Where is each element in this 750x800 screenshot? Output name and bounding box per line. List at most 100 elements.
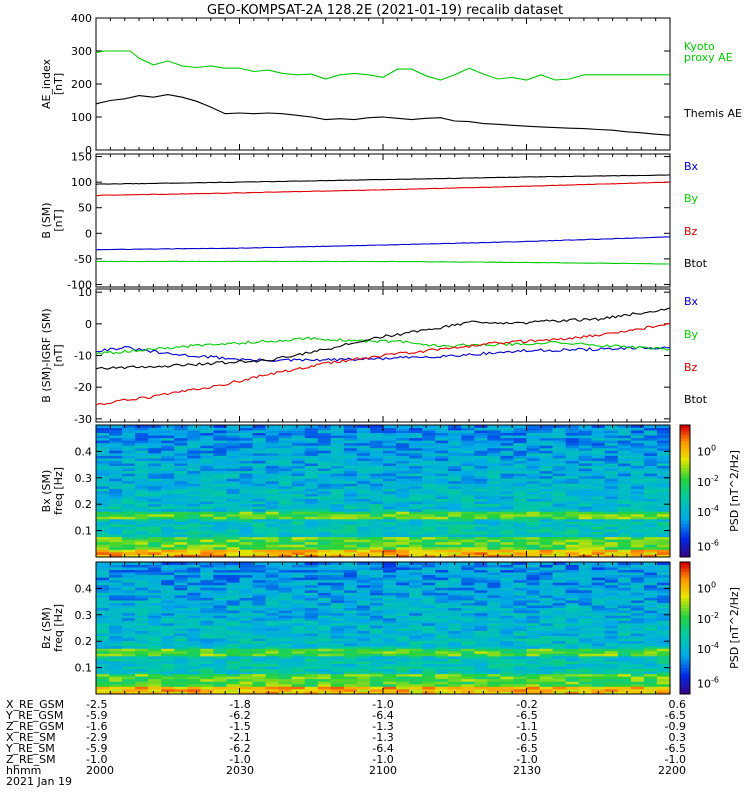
spectrogram-cell [96, 653, 110, 657]
spectrogram-cell [174, 468, 188, 472]
spectrogram-cell [213, 435, 227, 439]
spectrogram-cell [383, 650, 397, 654]
spectrogram-cell [226, 625, 240, 629]
spectrogram-cell [630, 653, 645, 657]
spectrogram-cell [369, 455, 384, 459]
spectrogram-cell [304, 572, 319, 576]
spectrogram-cell [552, 587, 567, 591]
spectrogram-cell [435, 638, 449, 642]
spectrogram-cell [174, 592, 188, 596]
spectrogram-cell [656, 506, 671, 510]
spectrogram-cell [383, 595, 397, 598]
spectrogram-cell [174, 688, 188, 692]
spectrogram-cell [526, 635, 540, 639]
spectrogram-cell [500, 425, 514, 428]
spectrogram-cell [396, 541, 410, 545]
spectrogram-cell [330, 633, 345, 637]
spectrogram-cell [409, 536, 423, 540]
spectrogram-cell [617, 496, 632, 500]
spectrogram-cell [122, 630, 136, 634]
spectrogram-cell [265, 622, 280, 626]
spectrogram-cell [448, 678, 462, 682]
spectrogram-cell [591, 498, 606, 502]
spectrogram-cell [278, 529, 293, 533]
spectrogram-cell [474, 617, 488, 621]
spectrogram-cell [409, 521, 423, 525]
spectrogram-cell [643, 455, 658, 459]
spectrogram-cell [330, 572, 345, 576]
spectrogram-cell [122, 501, 136, 505]
spectrogram-cell [630, 617, 645, 621]
spectrogram-cell [552, 622, 567, 626]
spectrogram-cell [526, 564, 540, 568]
spectrogram-cell [343, 501, 358, 505]
spectrogram-cell [591, 678, 606, 682]
spectrogram-cell [513, 546, 527, 550]
spectrogram-cell [487, 610, 501, 614]
spectrogram-cell [643, 539, 658, 543]
legend-bx: Bx [684, 160, 699, 173]
spectrogram-cell [643, 648, 658, 652]
spectrogram-cell [513, 681, 527, 685]
spectrogram-cell [304, 620, 319, 624]
spectrogram-cell [161, 655, 175, 659]
spectrogram-cell [330, 638, 345, 642]
spectrogram-cell [252, 483, 266, 487]
spectrogram-cell [617, 584, 632, 588]
spectrogram-cell [526, 498, 540, 502]
spectrogram-cell [643, 688, 658, 692]
spectrogram-cell [474, 513, 488, 517]
spectrogram-cell [565, 577, 580, 581]
spectrogram-cell [500, 681, 514, 685]
spectrogram-cell [487, 620, 501, 624]
spectrogram-cell [409, 564, 423, 568]
spectrogram-cell [513, 564, 527, 568]
spectrogram-cell [148, 455, 162, 459]
spectrogram-cell [148, 470, 162, 474]
spectrogram-cell [122, 458, 136, 461]
spectrogram-cell [226, 460, 240, 464]
spectrogram-cell [487, 572, 501, 576]
spectrogram-cell [135, 587, 149, 591]
spectrogram-cell [539, 643, 553, 647]
spectrogram-cell [552, 589, 567, 593]
spectrogram-cell [487, 473, 501, 477]
spectrogram-cell [526, 534, 540, 538]
spectrogram-cell [96, 518, 110, 522]
spectrogram-cell [200, 491, 214, 494]
spectrogram-cell [135, 541, 149, 545]
spectrogram-cell [617, 655, 632, 659]
spectrogram-cell [369, 458, 384, 461]
colorbar-tick-label: 100 [697, 443, 716, 458]
spectrogram-cell [369, 688, 384, 692]
spectrogram-cell [552, 430, 567, 434]
spectrogram-cell [187, 531, 201, 535]
spectrogram-cell [513, 686, 527, 690]
spectrogram-cell [161, 661, 175, 664]
spectrogram-cell [487, 546, 501, 550]
spectrogram-cell [135, 521, 149, 525]
spectrogram-cell [552, 691, 567, 695]
spectrogram-cell [448, 605, 462, 609]
spectrogram-cell [474, 653, 488, 657]
spectrogram-cell [591, 635, 606, 639]
spectrogram-cell [356, 503, 371, 507]
spectrogram-cell [109, 630, 123, 634]
spectrogram-cell [330, 683, 345, 687]
spectrogram-cell [96, 572, 110, 576]
panel2-y-label: B (SM)-IGRF (SM) [40, 308, 53, 402]
spectrogram-cell [448, 536, 462, 540]
spectrogram-cell [330, 592, 345, 596]
spectrogram-cell [578, 513, 593, 517]
spectrogram-cell [343, 455, 358, 459]
spectrogram-cell [161, 587, 175, 591]
spectrogram-cell [291, 612, 306, 616]
spectrogram-cell [252, 440, 266, 444]
spectrogram-cell [122, 468, 136, 472]
spectrogram-cell [291, 648, 306, 652]
spectrogram-cell [109, 653, 123, 657]
spectrogram-cell [200, 625, 214, 629]
spectrogram-cell [396, 531, 410, 535]
spectrogram-cell [383, 602, 397, 606]
